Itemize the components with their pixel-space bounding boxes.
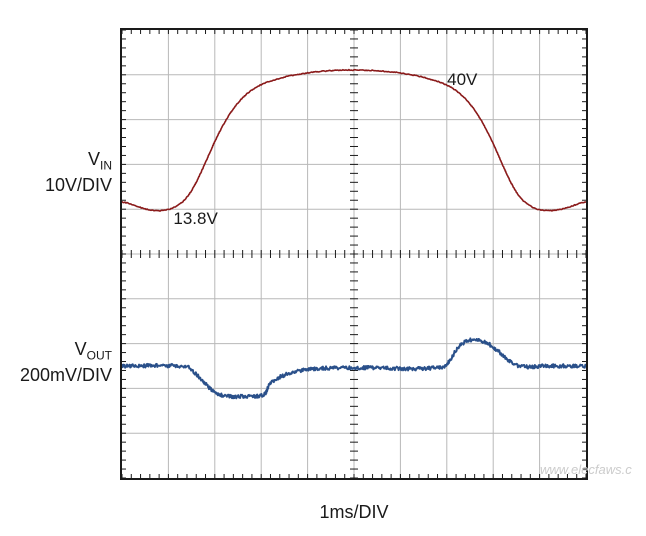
vin-symbol: VIN [88,149,112,169]
vout-symbol: VOUT [75,339,112,359]
timebase-label: 1ms/DIV [294,502,414,523]
annotation-0: 40V [447,70,477,90]
channel-1-label: VIN 10V/DIV [0,148,112,196]
oscilloscope-svg [122,30,586,478]
vin-scale: 10V/DIV [45,175,112,195]
vout-scale: 200mV/DIV [20,365,112,385]
annotation-1: 13.8V [173,209,217,229]
oscilloscope-plot [120,28,588,480]
channel-2-label: VOUT 200mV/DIV [0,338,112,386]
